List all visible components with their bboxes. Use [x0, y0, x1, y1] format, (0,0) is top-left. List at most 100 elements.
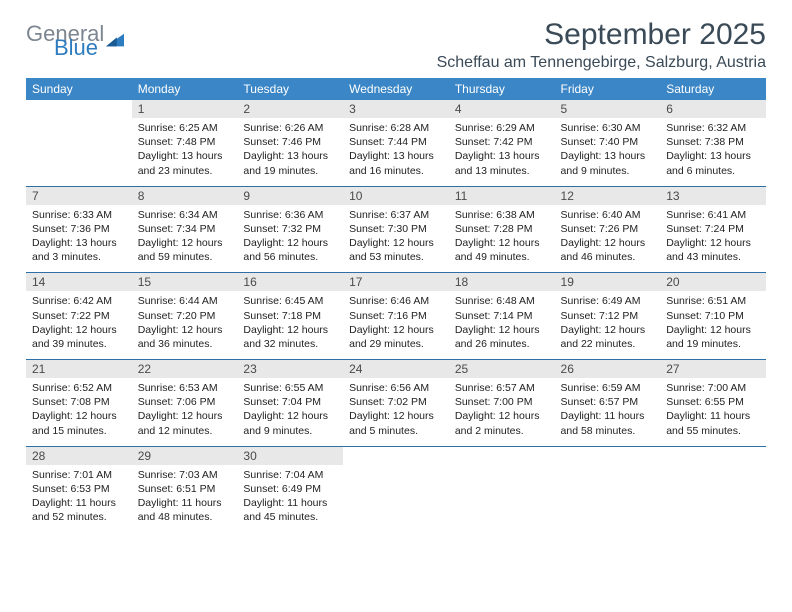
- sunset-text: Sunset: 6:53 PM: [32, 482, 126, 496]
- day-detail: Sunrise: 6:56 AMSunset: 7:02 PMDaylight:…: [343, 378, 449, 446]
- logo-text: General Blue: [26, 24, 104, 58]
- day-detail: Sunrise: 6:52 AMSunset: 7:08 PMDaylight:…: [26, 378, 132, 446]
- day-detail: Sunrise: 6:53 AMSunset: 7:06 PMDaylight:…: [132, 378, 238, 446]
- day-number: 28: [26, 446, 132, 465]
- week-detail-row: Sunrise: 6:52 AMSunset: 7:08 PM Daylight:…: [26, 378, 766, 446]
- sunrise-text: Sunrise: 6:40 AM: [561, 208, 655, 222]
- sunrise-text: Sunrise: 6:55 AM: [243, 381, 337, 395]
- sunset-text: Sunset: 7:00 PM: [455, 395, 549, 409]
- dow-tuesday: Tuesday: [237, 78, 343, 100]
- day-detail: Sunrise: 6:37 AMSunset: 7:30 PMDaylight:…: [343, 205, 449, 273]
- sunset-text: Sunset: 7:48 PM: [138, 135, 232, 149]
- daylight-text: Daylight: 13 hours and 13 minutes.: [455, 149, 549, 177]
- sunrise-text: Sunrise: 6:30 AM: [561, 121, 655, 135]
- daylight-text: Daylight: 12 hours and 29 minutes.: [349, 323, 443, 351]
- sunset-text: Sunset: 7:04 PM: [243, 395, 337, 409]
- sunset-text: Sunset: 7:36 PM: [32, 222, 126, 236]
- dow-monday: Monday: [132, 78, 238, 100]
- sunrise-text: Sunrise: 6:42 AM: [32, 294, 126, 308]
- day-number: 18: [449, 273, 555, 292]
- sunrise-text: Sunrise: 6:57 AM: [455, 381, 549, 395]
- calendar-table: Sunday Monday Tuesday Wednesday Thursday…: [26, 78, 766, 532]
- day-detail: Sunrise: 6:36 AMSunset: 7:32 PMDaylight:…: [237, 205, 343, 273]
- sunrise-text: Sunrise: 6:34 AM: [138, 208, 232, 222]
- daylight-text: Daylight: 13 hours and 19 minutes.: [243, 149, 337, 177]
- day-detail: Sunrise: 6:33 AMSunset: 7:36 PMDaylight:…: [26, 205, 132, 273]
- day-detail: Sunrise: 6:41 AMSunset: 7:24 PMDaylight:…: [660, 205, 766, 273]
- daylight-text: Daylight: 12 hours and 56 minutes.: [243, 236, 337, 264]
- day-detail: Sunrise: 6:38 AMSunset: 7:28 PMDaylight:…: [449, 205, 555, 273]
- day-detail: Sunrise: 6:57 AMSunset: 7:00 PMDaylight:…: [449, 378, 555, 446]
- daylight-text: Daylight: 12 hours and 49 minutes.: [455, 236, 549, 264]
- sunset-text: Sunset: 7:20 PM: [138, 309, 232, 323]
- week-daynum-row: 282930: [26, 446, 766, 465]
- daylight-text: Daylight: 13 hours and 23 minutes.: [138, 149, 232, 177]
- daylight-text: Daylight: 12 hours and 9 minutes.: [243, 409, 337, 437]
- day-number: 23: [237, 360, 343, 379]
- daylight-text: Daylight: 12 hours and 19 minutes.: [666, 323, 760, 351]
- title-block: September 2025 Scheffau am Tennengebirge…: [437, 18, 766, 72]
- daylight-text: Daylight: 11 hours and 45 minutes.: [243, 496, 337, 524]
- sunset-text: Sunset: 7:14 PM: [455, 309, 549, 323]
- day-detail: Sunrise: 6:30 AMSunset: 7:40 PMDaylight:…: [555, 118, 661, 186]
- day-number: 29: [132, 446, 238, 465]
- day-detail: Sunrise: 6:25 AMSunset: 7:48 PMDaylight:…: [132, 118, 238, 186]
- day-detail: Sunrise: 6:46 AMSunset: 7:16 PMDaylight:…: [343, 291, 449, 359]
- day-detail: Sunrise: 6:59 AMSunset: 6:57 PMDaylight:…: [555, 378, 661, 446]
- day-number: 7: [26, 186, 132, 205]
- sunset-text: Sunset: 7:32 PM: [243, 222, 337, 236]
- day-detail: Sunrise: 7:04 AMSunset: 6:49 PMDaylight:…: [237, 465, 343, 533]
- sunset-text: Sunset: 6:49 PM: [243, 482, 337, 496]
- daylight-text: Daylight: 12 hours and 26 minutes.: [455, 323, 549, 351]
- day-detail: Sunrise: 6:40 AMSunset: 7:26 PMDaylight:…: [555, 205, 661, 273]
- day-detail: Sunrise: 6:26 AMSunset: 7:46 PMDaylight:…: [237, 118, 343, 186]
- day-number: 17: [343, 273, 449, 292]
- day-detail: [449, 465, 555, 533]
- day-number: [343, 446, 449, 465]
- day-number: 21: [26, 360, 132, 379]
- sunrise-text: Sunrise: 7:03 AM: [138, 468, 232, 482]
- daylight-text: Daylight: 11 hours and 48 minutes.: [138, 496, 232, 524]
- sunrise-text: Sunrise: 6:33 AM: [32, 208, 126, 222]
- sunset-text: Sunset: 6:57 PM: [561, 395, 655, 409]
- sunrise-text: Sunrise: 7:00 AM: [666, 381, 760, 395]
- sunrise-text: Sunrise: 6:44 AM: [138, 294, 232, 308]
- sunrise-text: Sunrise: 6:37 AM: [349, 208, 443, 222]
- week-daynum-row: 21222324252627: [26, 360, 766, 379]
- sunrise-text: Sunrise: 6:49 AM: [561, 294, 655, 308]
- calendar-head-row: Sunday Monday Tuesday Wednesday Thursday…: [26, 78, 766, 100]
- day-number: [449, 446, 555, 465]
- daylight-text: Daylight: 12 hours and 32 minutes.: [243, 323, 337, 351]
- day-number: 4: [449, 100, 555, 118]
- sunset-text: Sunset: 7:30 PM: [349, 222, 443, 236]
- location: Scheffau am Tennengebirge, Salzburg, Aus…: [437, 54, 766, 72]
- dow-wednesday: Wednesday: [343, 78, 449, 100]
- daylight-text: Daylight: 12 hours and 5 minutes.: [349, 409, 443, 437]
- sunrise-text: Sunrise: 6:53 AM: [138, 381, 232, 395]
- day-number: 25: [449, 360, 555, 379]
- sunrise-text: Sunrise: 6:52 AM: [32, 381, 126, 395]
- sunrise-text: Sunrise: 6:56 AM: [349, 381, 443, 395]
- sunset-text: Sunset: 7:26 PM: [561, 222, 655, 236]
- day-detail: Sunrise: 7:00 AMSunset: 6:55 PMDaylight:…: [660, 378, 766, 446]
- day-number: 27: [660, 360, 766, 379]
- day-number: 13: [660, 186, 766, 205]
- day-detail: Sunrise: 6:55 AMSunset: 7:04 PMDaylight:…: [237, 378, 343, 446]
- sunrise-text: Sunrise: 6:45 AM: [243, 294, 337, 308]
- sunset-text: Sunset: 7:12 PM: [561, 309, 655, 323]
- sunset-text: Sunset: 7:10 PM: [666, 309, 760, 323]
- dow-friday: Friday: [555, 78, 661, 100]
- day-number: 8: [132, 186, 238, 205]
- week-detail-row: Sunrise: 6:42 AMSunset: 7:22 PMDaylight:…: [26, 291, 766, 359]
- sunrise-text: Sunrise: 6:26 AM: [243, 121, 337, 135]
- daylight-text: Daylight: 12 hours and 46 minutes.: [561, 236, 655, 264]
- day-detail: Sunrise: 6:49 AMSunset: 7:12 PMDaylight:…: [555, 291, 661, 359]
- week-detail-row: Sunrise: 7:01 AMSunset: 6:53 PMDaylight:…: [26, 465, 766, 533]
- month-title: September 2025: [437, 18, 766, 52]
- sunset-text: Sunset: 7:08 PM: [32, 395, 126, 409]
- daylight-text: Daylight: 12 hours and 59 minutes.: [138, 236, 232, 264]
- logo-triangle-icon: [106, 32, 124, 50]
- day-number: 22: [132, 360, 238, 379]
- sunrise-text: Sunrise: 6:25 AM: [138, 121, 232, 135]
- sunset-text: Sunset: 7:16 PM: [349, 309, 443, 323]
